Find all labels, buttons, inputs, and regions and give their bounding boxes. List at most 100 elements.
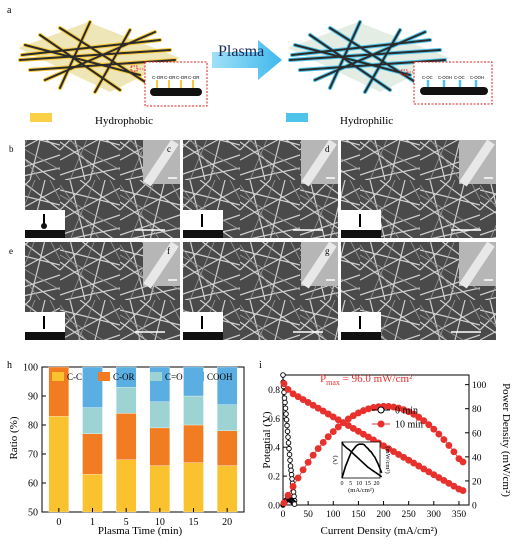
i-legend-marker: [377, 420, 385, 428]
i-xtick-label: 200: [376, 510, 391, 520]
i-data-point: [435, 430, 443, 438]
polarization-chart: 0 50 100 150 200 250 300 3500.00.20.40.60.80204…: [268, 372, 487, 520]
contact-angle-substrate: [25, 332, 65, 340]
h-xtick-label: 10: [155, 517, 165, 528]
h-bar-segment: [183, 366, 204, 397]
panel-i-label: i: [259, 360, 262, 371]
i-data-point: [430, 425, 438, 433]
contact-angle-substrate: [183, 230, 223, 238]
h-ytick-label: 100: [23, 363, 38, 374]
i-data-point: [385, 445, 393, 453]
i-data-point: [430, 471, 438, 479]
i-data-point: [319, 407, 327, 415]
wettability-legend: Hydrophobic Hydrophilic: [30, 113, 393, 127]
i-xtick-label: 150: [351, 510, 366, 520]
sem-panel-label: c: [167, 144, 171, 154]
i-data-point: [286, 445, 292, 452]
i-data-point: [304, 398, 312, 406]
i-data-point: [420, 465, 428, 473]
i-inset-ylabel: (V): [332, 455, 339, 464]
i-ytick-label: 0.6: [268, 415, 280, 425]
h-bar-segment: [183, 424, 204, 463]
sem-panel-f: f: [167, 241, 338, 340]
i-data-point: [354, 427, 362, 435]
i-data-point: [415, 413, 423, 421]
i-data-point: [283, 411, 289, 417]
i-xtick-label: 100: [326, 510, 341, 520]
i-data-point: [334, 416, 342, 424]
h-bar-segment: [183, 462, 204, 513]
h-legend-swatch: [150, 372, 162, 381]
i-data-point: [288, 471, 295, 478]
sem-inset-fiber-shape: [459, 139, 495, 187]
i-xtick-label: 300: [427, 510, 442, 520]
h-ytick-label: 70: [28, 450, 38, 461]
sem-panel-c: c: [167, 139, 338, 238]
i-ytick-label: 0.4: [268, 444, 280, 454]
i-data-point: [284, 491, 292, 499]
i-data-point: [459, 487, 467, 495]
h-xtick-label: 20: [222, 517, 232, 528]
i-data-point: [299, 466, 307, 474]
i-xtick-label: 350: [452, 510, 467, 520]
contact-angle-substrate: [25, 230, 65, 238]
hydrophobic-swatch: [30, 113, 52, 122]
h-xtick-label: 0: [56, 517, 61, 528]
i-data-point: [459, 458, 467, 466]
i-data-point: [291, 501, 298, 507]
i-legend-label: 10 min: [395, 420, 423, 431]
hydrophilic-group-label: C-OOH: [438, 75, 452, 80]
panel-a: a C-OR C-OR C-OR C-OR: [7, 5, 493, 127]
i-data-point: [287, 463, 294, 469]
h-legend-swatch: [52, 372, 64, 381]
i-inset-xtick-label: 0: [341, 481, 344, 487]
i-data-point: [309, 451, 317, 459]
i-data-point: [304, 458, 312, 466]
hydrophobic-group-label: C-OR: [188, 75, 200, 80]
i-data-point: [359, 430, 367, 438]
i-xtick-label: 250: [402, 510, 417, 520]
contact-angle-substrate: [341, 230, 381, 238]
h-xtick-label: 5: [124, 517, 129, 528]
i-legend-marker: [377, 406, 385, 414]
i-data-point: [440, 436, 448, 443]
i-data-point: [282, 405, 289, 411]
i-data-point: [289, 483, 297, 490]
h-bar-segment: [48, 416, 69, 513]
h-legend-label: C-C: [67, 372, 82, 382]
i-data-point: [450, 448, 458, 456]
sem-image-grid: b c d e f g: [9, 139, 496, 340]
h-bar-segment: [149, 465, 170, 513]
h-legend-label: C-OR: [113, 372, 135, 382]
sem-inset-fiber-shape: [301, 241, 337, 289]
i-data-point: [289, 476, 295, 482]
i-data-point: [324, 410, 332, 418]
h-legend-label: C=O: [165, 372, 183, 382]
sem-panel-label: f: [167, 246, 170, 256]
i-data-point: [314, 404, 322, 412]
i-data-point: [395, 450, 403, 458]
hydrophobic-inset: C-OR C-OR C-OR C-OR: [144, 61, 208, 107]
i-y2tick-label: 100: [472, 381, 487, 391]
i-data-point: [405, 456, 413, 464]
i-data-point: [281, 395, 288, 401]
i-data-point: [410, 459, 418, 467]
i-data-point: [450, 482, 458, 490]
i-data-point: [365, 433, 372, 441]
h-bar-segment: [149, 427, 170, 466]
h-ytick-label: 90: [28, 392, 38, 403]
i-ytick-label: 0.8: [268, 386, 280, 396]
i-legend-label: 0 min: [395, 406, 418, 417]
i-pmax-annotation: Pmax = 96.0 mW/cm²: [320, 373, 413, 387]
i-xtick-label: 50: [303, 510, 313, 520]
i-data-point: [284, 428, 291, 435]
hydrophobic-group-label: C-OR: [152, 75, 164, 80]
i-data-point: [445, 441, 453, 449]
i-data-point: [440, 476, 448, 484]
i-xlabel: Current Density (mA/cm²): [321, 525, 438, 537]
h-bar-segment: [149, 401, 170, 429]
h-bar-segment: [217, 430, 238, 466]
i-data-point: [288, 467, 294, 474]
i-data-point: [339, 419, 347, 427]
